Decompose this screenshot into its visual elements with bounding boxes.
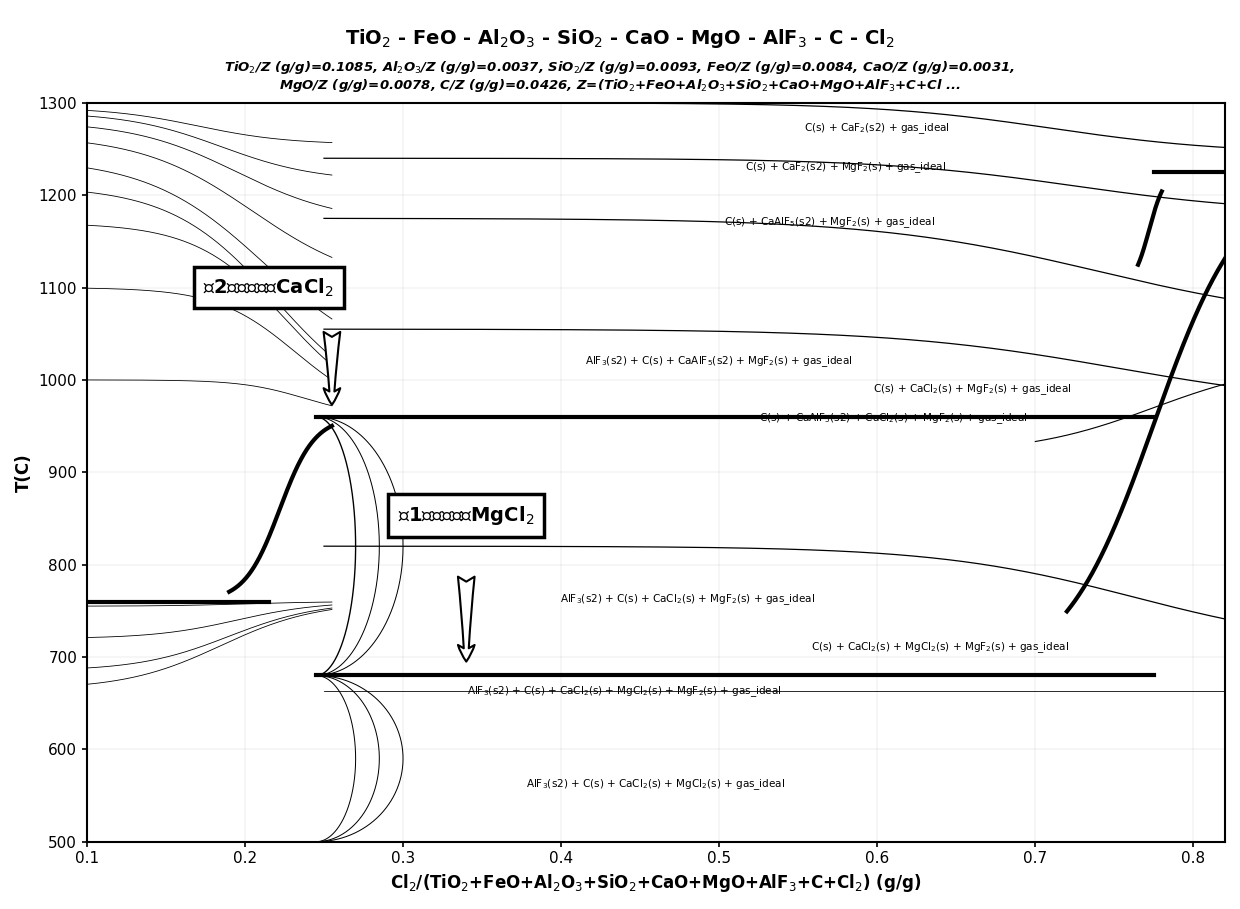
- Text: C(s) + CaCl$_2$(s) + MgF$_2$(s) + gas_ideal: C(s) + CaCl$_2$(s) + MgF$_2$(s) + gas_id…: [873, 382, 1071, 396]
- Y-axis label: T(C): T(C): [15, 453, 33, 492]
- Text: C(s) + CaF$_2$(s2) + MgF$_2$(s) + gas_ideal: C(s) + CaF$_2$(s2) + MgF$_2$(s) + gas_id…: [745, 160, 946, 175]
- Text: AlF$_3$(s2) + C(s) + CaAlF$_5$(s2) + MgF$_2$(s) + gas_ideal: AlF$_3$(s2) + C(s) + CaAlF$_5$(s2) + MgF…: [585, 354, 853, 369]
- Text: AlF$_3$(s2) + C(s) + CaCl$_2$(s) + MgCl$_2$(s) + gas_ideal: AlF$_3$(s2) + C(s) + CaCl$_2$(s) + MgCl$…: [526, 777, 785, 792]
- Text: TiO$_2$/Z (g/g)=0.1085, Al$_2$O$_3$/Z (g/g)=0.0037, SiO$_2$/Z (g/g)=0.0093, FeO/: TiO$_2$/Z (g/g)=0.1085, Al$_2$O$_3$/Z (g…: [224, 59, 1016, 76]
- Text: 线1以上固相无MgCl$_2$: 线1以上固相无MgCl$_2$: [398, 504, 534, 527]
- Text: C(s) + CaAlF$_5$(s2) + MgF$_2$(s) + gas_ideal: C(s) + CaAlF$_5$(s2) + MgF$_2$(s) + gas_…: [724, 215, 935, 230]
- X-axis label: Cl$_2$/(TiO$_2$+FeO+Al$_2$O$_3$+SiO$_2$+CaO+MgO+AlF$_3$+C+Cl$_2$) (g/g): Cl$_2$/(TiO$_2$+FeO+Al$_2$O$_3$+SiO$_2$+…: [391, 872, 921, 894]
- Text: TiO$_2$ - FeO - Al$_2$O$_3$ - SiO$_2$ - CaO - MgO - AlF$_3$ - C - Cl$_2$: TiO$_2$ - FeO - Al$_2$O$_3$ - SiO$_2$ - …: [345, 27, 895, 50]
- Text: AlF$_3$(s2) + C(s) + CaCl$_2$(s) + MgCl$_2$(s) + MgF$_2$(s) + gas_ideal: AlF$_3$(s2) + C(s) + CaCl$_2$(s) + MgCl$…: [467, 684, 781, 699]
- Text: MgO/Z (g/g)=0.0078, C/Z (g/g)=0.0426, Z=(TiO$_2$+FeO+Al$_2$O$_3$+SiO$_2$+CaO+MgO: MgO/Z (g/g)=0.0078, C/Z (g/g)=0.0426, Z=…: [279, 77, 961, 95]
- Text: C(s) + CaAlF$_5$(s2) + CaCl$_2$(s) + MgF$_2$(s) + gas_ideal: C(s) + CaAlF$_5$(s2) + CaCl$_2$(s) + MgF…: [759, 411, 1028, 426]
- Text: 线2以上固相无CaCl$_2$: 线2以上固相无CaCl$_2$: [203, 276, 334, 299]
- Text: C(s) + CaF$_2$(s2) + gas_ideal: C(s) + CaF$_2$(s2) + gas_ideal: [805, 121, 950, 136]
- Text: AlF$_3$(s2) + C(s) + CaCl$_2$(s) + MgF$_2$(s) + gas_ideal: AlF$_3$(s2) + C(s) + CaCl$_2$(s) + MgF$_…: [560, 593, 815, 607]
- Text: C(s) + CaCl$_2$(s) + MgCl$_2$(s) + MgF$_2$(s) + gas_ideal: C(s) + CaCl$_2$(s) + MgCl$_2$(s) + MgF$_…: [811, 640, 1070, 655]
